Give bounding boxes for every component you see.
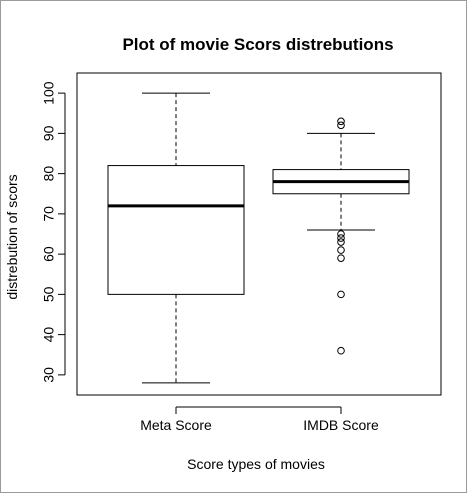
chart-title: Plot of movie Scors distrebutions: [122, 35, 393, 54]
y-tick-label: 30: [41, 367, 57, 383]
plot-border: [76, 72, 442, 396]
outlier-point: [337, 121, 345, 130]
outlier-point: [337, 230, 345, 238]
x-tick-label: Meta Score: [140, 417, 212, 433]
outlier-point: [337, 234, 345, 242]
outlier-point: [337, 254, 345, 262]
y-tick-label: 80: [41, 166, 57, 182]
outlier-point: [337, 238, 345, 246]
y-tick-label: 50: [41, 286, 57, 302]
y-tick-label: 40: [41, 327, 57, 343]
outlier-point: [337, 246, 345, 254]
outlier-point: [337, 117, 345, 126]
x-tick-label: IMDB Score: [303, 417, 379, 433]
box-iqr: [107, 165, 245, 295]
y-tick-label: 100: [41, 81, 57, 105]
outlier-point: [337, 290, 345, 299]
y-tick-label: 70: [41, 206, 57, 222]
y-tick-label: 60: [41, 246, 57, 262]
y-axis-label: distrebution of scors: [4, 174, 20, 299]
y-tick-label: 90: [41, 125, 57, 141]
outlier-point: [337, 346, 345, 355]
x-axis-label: Score types of movies: [187, 456, 325, 472]
